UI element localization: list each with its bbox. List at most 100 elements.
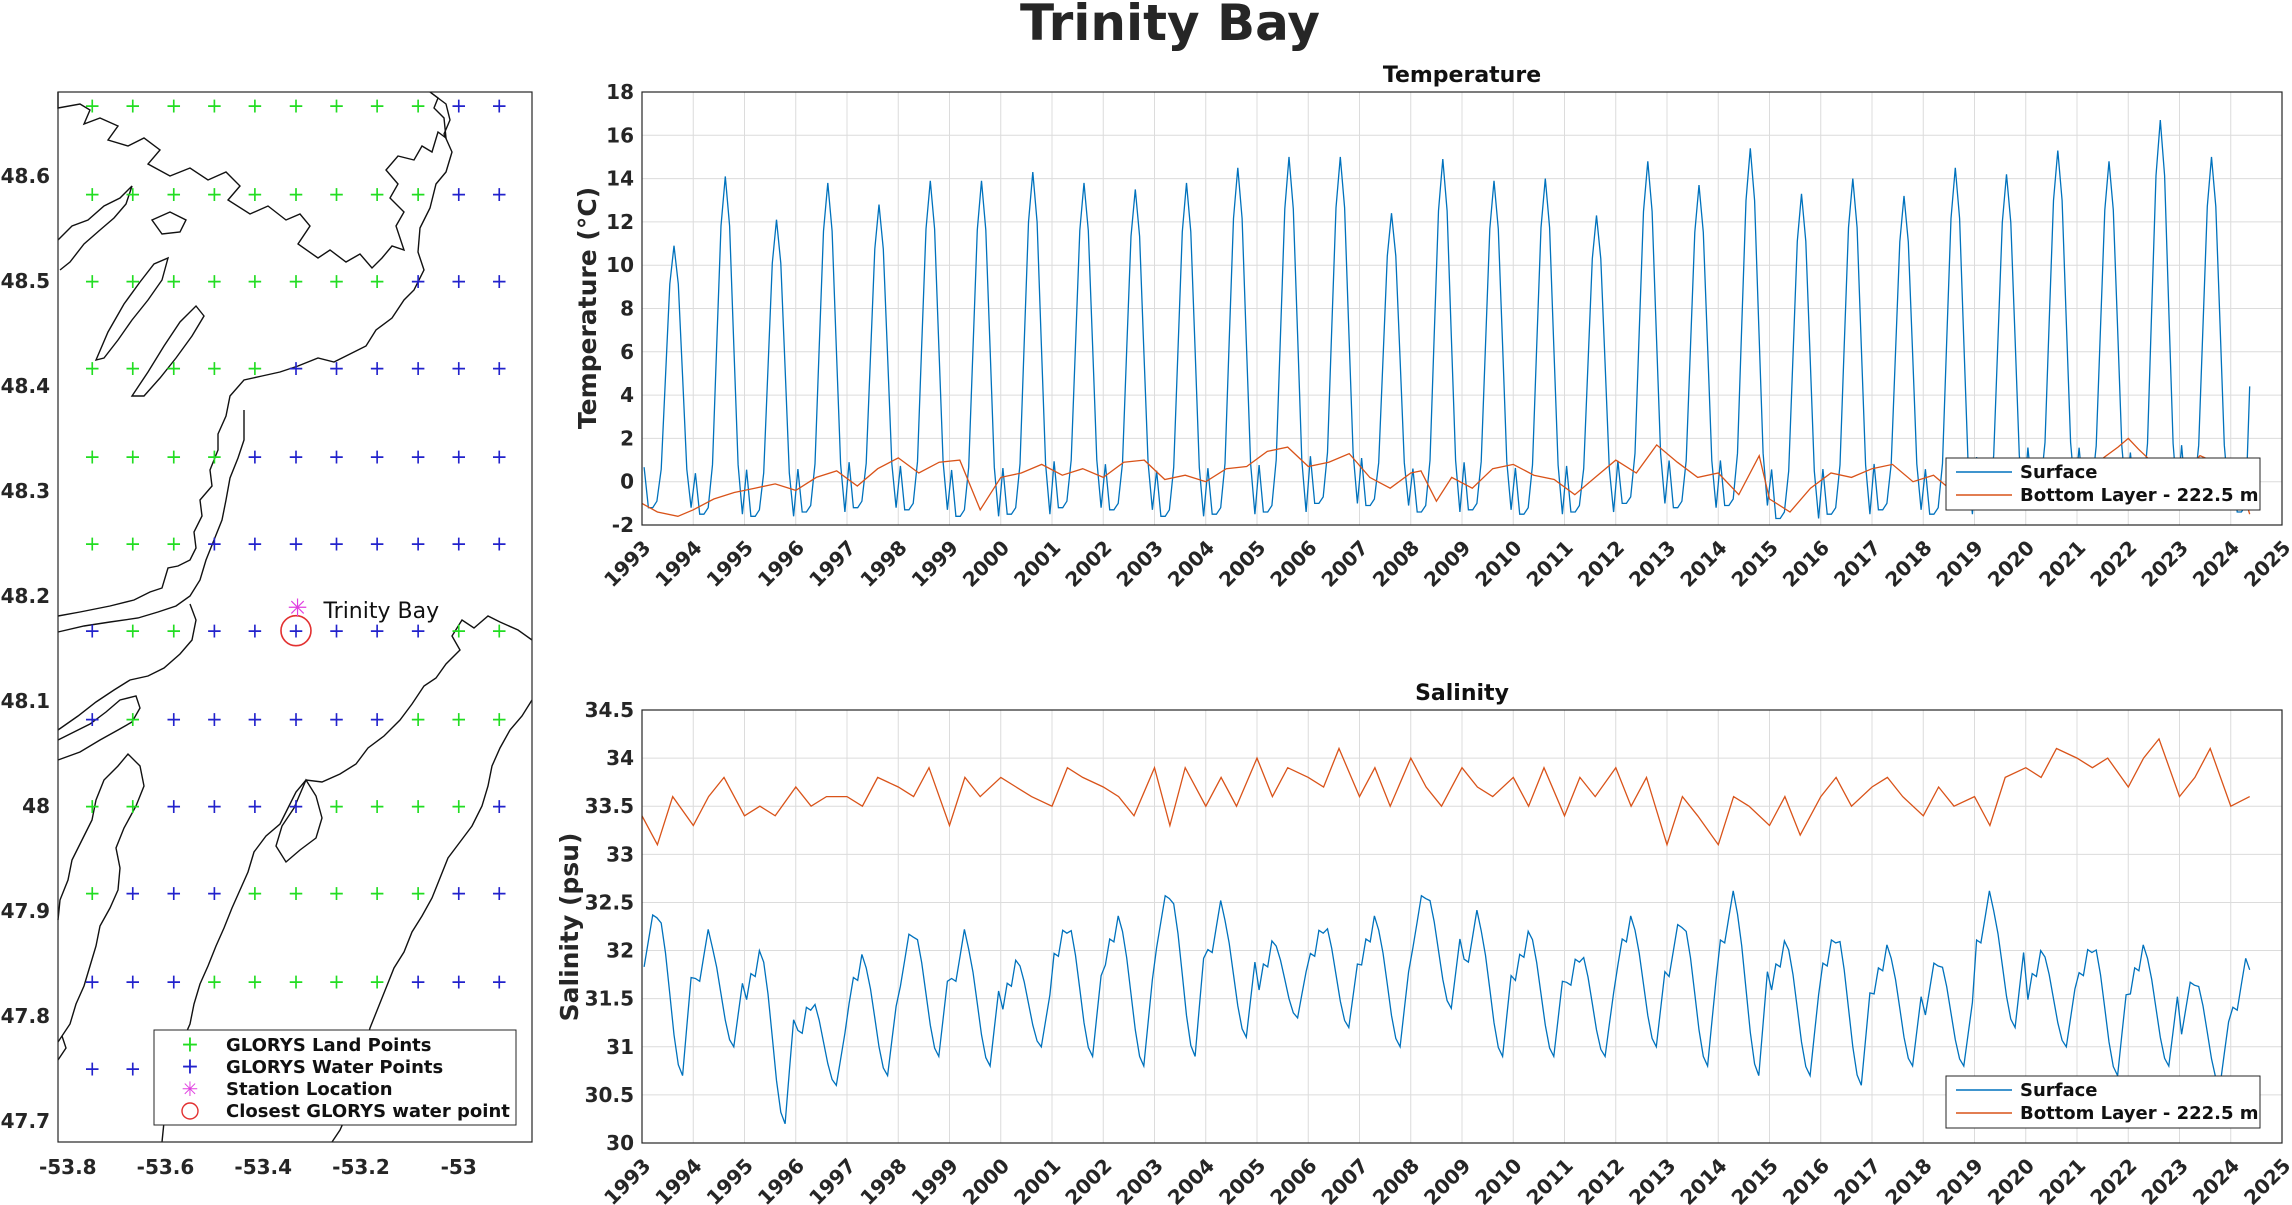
xtick-label: 2015	[1727, 1153, 1783, 1205]
water-grid-point: +	[410, 969, 427, 993]
water-grid-point: +	[288, 619, 305, 643]
xtick-label: 2002	[1060, 535, 1116, 591]
water-grid-point: +	[124, 969, 141, 993]
land-grid-point: +	[369, 269, 386, 293]
xtick-label: 2023	[2137, 1153, 2193, 1205]
temperature-legend: Surface Bottom Layer - 222.5 m	[1945, 457, 2261, 511]
xtick-label: 1994	[650, 535, 706, 591]
xtick-label: 2007	[1317, 1153, 1373, 1205]
ytick-label: 34.5	[585, 698, 634, 722]
water-grid-point: +	[410, 269, 427, 293]
water-grid-point: +	[288, 356, 305, 380]
ytick-label: 33	[606, 842, 634, 866]
land-grid-point: +	[328, 94, 345, 118]
legend-water-marker: +	[181, 1055, 199, 1080]
land-grid-point: +	[288, 969, 305, 993]
water-grid-point: +	[410, 532, 427, 556]
xtick-label: 2021	[2034, 535, 2090, 591]
coastline-inlet-2	[94, 256, 170, 362]
closest-water-point-circle	[280, 614, 312, 647]
water-grid-point: +	[491, 444, 508, 468]
xtick-label: 2009	[1419, 1153, 1475, 1205]
water-grid-point: +	[206, 532, 223, 556]
coastline-inlet-3	[130, 304, 205, 397]
map-ytick-label: 48.1	[1, 689, 50, 713]
coastline-western-shore	[57, 410, 245, 633]
xtick-label: 1995	[702, 1153, 758, 1205]
land-grid-point: +	[288, 881, 305, 905]
salinity-title: Salinity	[1415, 681, 1509, 706]
land-grid-point: +	[247, 356, 264, 380]
land-grid-point: +	[84, 532, 101, 556]
xtick-label: 2014	[1675, 535, 1731, 591]
water-grid-point: +	[288, 794, 305, 818]
water-grid-point: +	[450, 182, 467, 206]
land-grid-point: +	[124, 182, 141, 206]
temperature-legend-surface: Surface	[2020, 462, 2098, 483]
coastline-inlet-1	[57, 185, 133, 271]
land-grid-point: +	[165, 94, 182, 118]
map-xtick-label: -53.2	[332, 1155, 390, 1179]
water-grid-point: +	[491, 881, 508, 905]
xtick-label: 2013	[1624, 1153, 1680, 1205]
ytick-label: 31.5	[585, 987, 634, 1011]
water-grid-point: +	[247, 619, 264, 643]
legend-station-label: Station Location	[226, 1079, 393, 1100]
ytick-label: 10	[606, 253, 634, 277]
land-grid-point: +	[124, 94, 141, 118]
land-grid-point: +	[124, 619, 141, 643]
surface-series-line	[643, 890, 2251, 1125]
water-grid-point: +	[165, 881, 182, 905]
map-ytick-label: 47.9	[1, 899, 50, 923]
land-grid-point: +	[84, 356, 101, 380]
land-grid-point: +	[369, 969, 386, 993]
ytick-label: 18	[606, 80, 634, 104]
land-grid-point: +	[410, 182, 427, 206]
water-grid-point: +	[450, 269, 467, 293]
legend-station-marker: ✳	[182, 1077, 199, 1101]
xtick-label: 2000	[958, 1153, 1014, 1205]
land-grid-point: +	[84, 794, 101, 818]
coastline-north-bay-shore	[57, 91, 453, 617]
map-ytick-label: 48.6	[1, 164, 50, 188]
xtick-label: 2021	[2034, 1153, 2090, 1205]
xtick-label: 2005	[1214, 1153, 1270, 1205]
land-grid-point: +	[410, 794, 427, 818]
xtick-label: 2016	[1778, 535, 1834, 591]
water-grid-point: +	[491, 94, 508, 118]
water-grid-point: +	[491, 532, 508, 556]
land-grid-point: +	[369, 794, 386, 818]
salinity-series	[641, 737, 2251, 1125]
xtick-label: 2025	[2239, 1153, 2292, 1205]
water-grid-point: +	[369, 707, 386, 731]
ytick-label: 33.5	[585, 794, 634, 818]
land-grid-point: +	[165, 444, 182, 468]
coastline-north-peninsula	[57, 91, 447, 270]
map-ytick-label: 48.4	[1, 374, 50, 398]
land-grid-point: +	[369, 881, 386, 905]
water-grid-point: +	[84, 707, 101, 731]
temperature-title: Temperature	[1383, 63, 1541, 88]
water-grid-point: +	[369, 356, 386, 380]
xtick-label: 2020	[1983, 535, 2039, 591]
land-grid-point: +	[288, 182, 305, 206]
water-grid-point: +	[450, 356, 467, 380]
temperature-legend-bottom: Bottom Layer - 222.5 m	[2020, 485, 2259, 506]
water-grid-point: +	[206, 619, 223, 643]
water-grid-point: +	[328, 619, 345, 643]
map-xtick-label: -53.6	[137, 1155, 195, 1179]
land-grid-point: +	[328, 881, 345, 905]
ytick-label: 30	[606, 1131, 634, 1155]
xtick-label: 2006	[1265, 1153, 1321, 1205]
xtick-label: 2022	[2085, 1153, 2141, 1205]
water-grid-point: +	[369, 532, 386, 556]
xtick-label: 2020	[1983, 1153, 2039, 1205]
xtick-label: 2011	[1522, 535, 1578, 591]
land-grid-point: +	[124, 532, 141, 556]
ytick-label: 32	[606, 939, 634, 963]
figure-title: Trinity Bay	[1020, 0, 1320, 52]
water-grid-point: +	[124, 1057, 141, 1081]
xtick-label: 2023	[2137, 535, 2193, 591]
xtick-label: 2019	[1932, 1153, 1988, 1205]
